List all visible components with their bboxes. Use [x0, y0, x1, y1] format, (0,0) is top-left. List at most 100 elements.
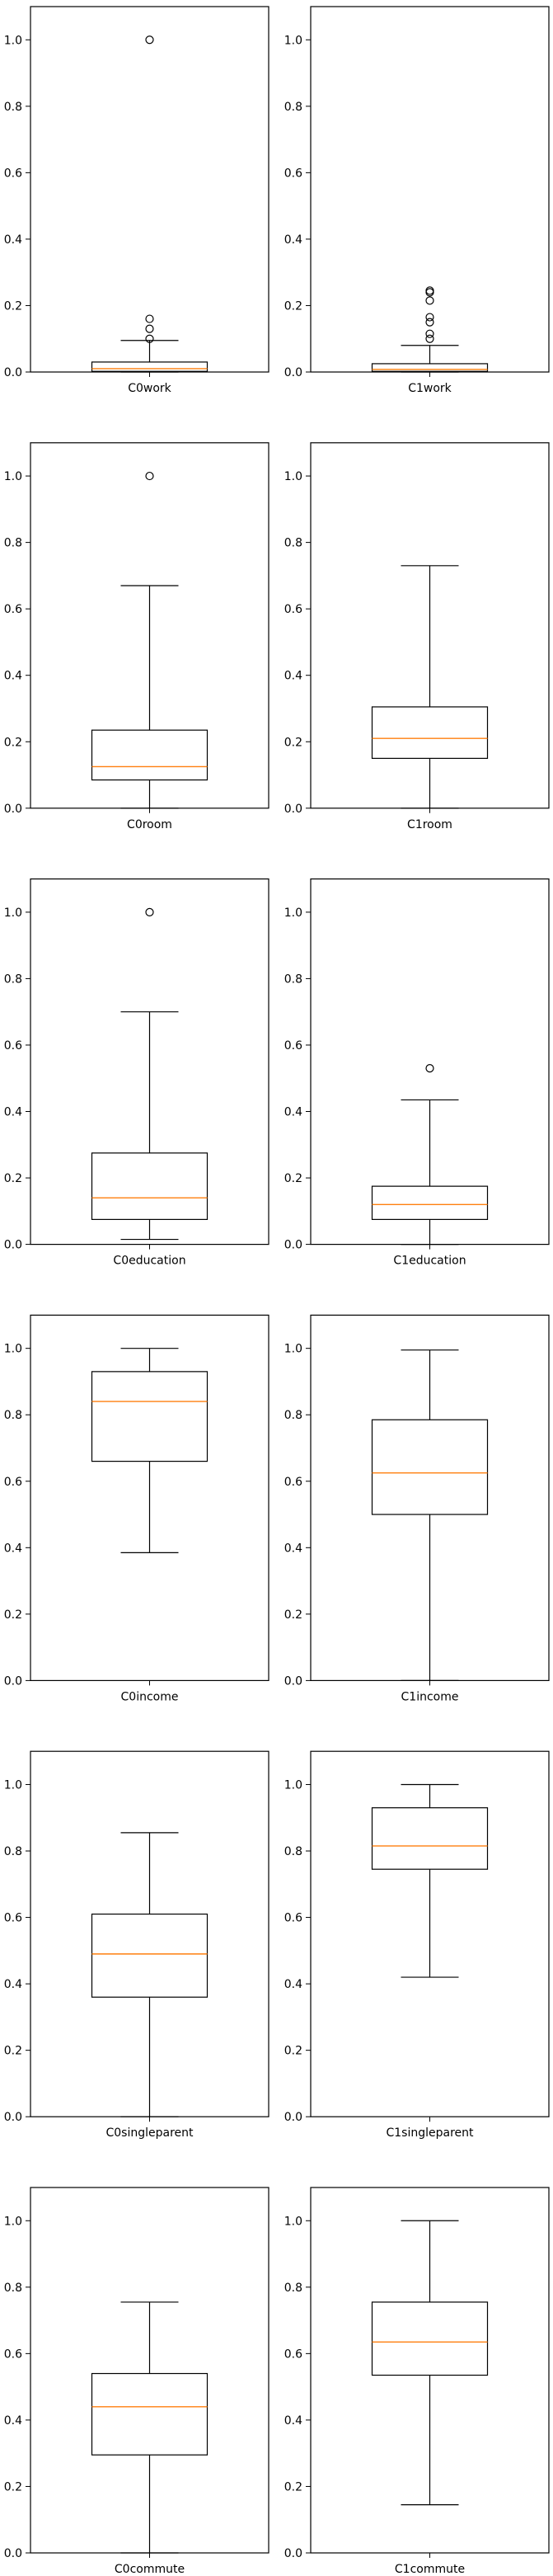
chart-5-ytick-label-2: 0.4 [284, 1106, 302, 1119]
chart-6-xlabel: C0income [121, 1690, 179, 1703]
chart-11-ytick-label-0: 0.0 [284, 2547, 302, 2560]
chart-3-ytick-label-5: 1.0 [284, 470, 302, 483]
chart-10-ytick-label-3: 0.6 [4, 2348, 22, 2361]
chart-11-ytick-label-1: 0.2 [284, 2480, 302, 2494]
chart-0-frame [30, 6, 269, 373]
chart-2-box [91, 729, 209, 781]
chart-6-ytick-label-3: 0.6 [4, 1476, 22, 1489]
chart-10-ytick-label-4: 0.8 [4, 2282, 22, 2295]
chart-6-ytick-label-1: 0.2 [4, 1608, 22, 1622]
chart-1-outlier-1 [425, 329, 434, 338]
chart-1-ytick-label-2: 0.4 [284, 233, 302, 247]
chart-3-ytick-label-4: 0.8 [284, 537, 302, 550]
chart-4-ytick-label-0: 0.0 [4, 1239, 22, 1252]
chart-8-ytick-label-5: 1.0 [4, 1778, 22, 1792]
chart-2-panel: 0.0 0.2 0.4 0.6 0.8 1.0 C0room [4, 442, 269, 831]
chart-0-outlier-2 [145, 314, 154, 323]
chart-9-ytick-label-2: 0.4 [284, 1978, 302, 1991]
chart-0-outlier-1 [145, 324, 154, 333]
chart-6-ytick-label-4: 0.8 [4, 1409, 22, 1422]
chart-5-ytick-label-3: 0.6 [284, 1039, 302, 1053]
chart-2-ytick-label-4: 0.8 [4, 537, 22, 550]
chart-4-outlier-0 [145, 907, 154, 916]
chart-9-ytick-label-0: 0.0 [284, 2111, 302, 2124]
chart-0-ytick-label-2: 0.4 [4, 233, 22, 247]
chart-4-xlabel: C0education [113, 1255, 185, 1268]
chart-8-xlabel: C0singleparent [105, 2126, 194, 2140]
chart-3-xlabel: C1room [407, 818, 452, 831]
chart-5-box [371, 1185, 489, 1220]
chart-5-frame [310, 878, 550, 1246]
chart-4-panel: 0.0 0.2 0.4 0.6 0.8 1.0 C0education [4, 878, 269, 1268]
chart-4-ytick-label-2: 0.4 [4, 1106, 22, 1119]
chart-7-ytick-label-3: 0.6 [284, 1476, 302, 1489]
chart-0-ytick-label-4: 0.8 [4, 101, 22, 114]
chart-8-panel: 0.0 0.2 0.4 0.6 0.8 1.0 C0singleparent [4, 1750, 269, 2140]
chart-9-panel: 0.0 0.2 0.4 0.6 0.8 1.0 C1singleparent [284, 1750, 550, 2140]
chart-8-ytick-label-2: 0.4 [4, 1978, 22, 1991]
chart-2-outlier-0 [145, 471, 154, 481]
chart-7-ytick-label-1: 0.2 [284, 1608, 302, 1622]
chart-3-box [371, 706, 489, 759]
chart-7-ytick-label-2: 0.4 [284, 1542, 302, 1555]
chart-8-box [91, 1913, 209, 1998]
chart-1-outlier-5 [425, 288, 434, 297]
chart-10-ytick-label-0: 0.0 [4, 2547, 22, 2560]
chart-0-panel: 0.0 0.2 0.4 0.6 0.8 1.0 C0work [4, 6, 269, 395]
chart-4-box [91, 1152, 209, 1220]
chart-5-ytick-label-1: 0.2 [284, 1172, 302, 1185]
chart-11-ytick-label-5: 1.0 [284, 2215, 302, 2228]
chart-9-ytick-label-5: 1.0 [284, 1778, 302, 1792]
chart-6-panel: 0.0 0.2 0.4 0.6 0.8 1.0 C0income [4, 1314, 269, 1703]
chart-2-ytick-label-3: 0.6 [4, 603, 22, 616]
chart-9-xlabel: C1singleparent [386, 2126, 474, 2140]
chart-0-outlier-3 [145, 35, 154, 45]
chart-6-ytick-label-2: 0.4 [4, 1542, 22, 1555]
chart-4-ytick-label-5: 1.0 [4, 907, 22, 920]
chart-6-ytick-label-5: 1.0 [4, 1343, 22, 1356]
chart-8-ytick-label-3: 0.6 [4, 1912, 22, 1925]
chart-9-ytick-label-1: 0.2 [284, 2045, 302, 2058]
chart-1-ytick-label-3: 0.6 [284, 167, 302, 180]
chart-7-xlabel: C1income [401, 1690, 459, 1703]
chart-7-panel: 0.0 0.2 0.4 0.6 0.8 1.0 C1income [284, 1314, 550, 1703]
chart-0-ytick-label-5: 1.0 [4, 34, 22, 47]
chart-7-ytick-label-4: 0.8 [284, 1409, 302, 1422]
chart-0-box [91, 361, 209, 372]
chart-5-ytick-label-4: 0.8 [284, 972, 302, 986]
chart-5-ytick-label-5: 1.0 [284, 907, 302, 920]
chart-5-outlier-0 [425, 1064, 434, 1073]
chart-2-ytick-label-0: 0.0 [4, 803, 22, 816]
chart-1-xlabel: C1work [408, 382, 452, 395]
chart-1-box [371, 363, 489, 372]
chart-7-ytick-label-5: 1.0 [284, 1343, 302, 1356]
chart-1-outlier-3 [425, 313, 434, 322]
chart-3-ytick-label-1: 0.2 [284, 736, 302, 749]
chart-10-panel: 0.0 0.2 0.4 0.6 0.8 1.0 C0commute [4, 2187, 269, 2576]
chart-7-ytick-label-0: 0.0 [284, 1674, 302, 1688]
chart-6-box [91, 1371, 209, 1462]
chart-4-ytick-label-1: 0.2 [4, 1172, 22, 1185]
chart-1-outlier-2 [425, 318, 434, 327]
chart-2-xlabel: C0room [127, 818, 172, 831]
chart-3-ytick-label-3: 0.6 [284, 603, 302, 616]
chart-11-panel: 0.0 0.2 0.4 0.6 0.8 1.0 C1commute [284, 2187, 550, 2576]
chart-1-outlier-4 [425, 296, 434, 305]
chart-9-ytick-label-4: 0.8 [284, 1845, 302, 1858]
chart-2-ytick-label-2: 0.4 [4, 670, 22, 683]
chart-1-panel: 0.0 0.2 0.4 0.6 0.8 1.0 C1work [284, 6, 550, 395]
chart-4-ytick-label-4: 0.8 [4, 972, 22, 986]
chart-0-outlier-0 [145, 334, 154, 343]
chart-8-ytick-label-1: 0.2 [4, 2045, 22, 2058]
chart-10-ytick-label-1: 0.2 [4, 2480, 22, 2494]
chart-3-ytick-label-0: 0.0 [284, 803, 302, 816]
chart-10-ytick-label-2: 0.4 [4, 2414, 22, 2428]
chart-10-xlabel: C0commute [115, 2563, 185, 2576]
chart-2-ytick-label-1: 0.2 [4, 736, 22, 749]
chart-1-ytick-label-4: 0.8 [284, 101, 302, 114]
chart-2-ytick-label-5: 1.0 [4, 470, 22, 483]
chart-0-ytick-label-0: 0.0 [4, 366, 22, 379]
chart-8-ytick-label-4: 0.8 [4, 1845, 22, 1858]
chart-1-ytick-label-5: 1.0 [284, 34, 302, 47]
